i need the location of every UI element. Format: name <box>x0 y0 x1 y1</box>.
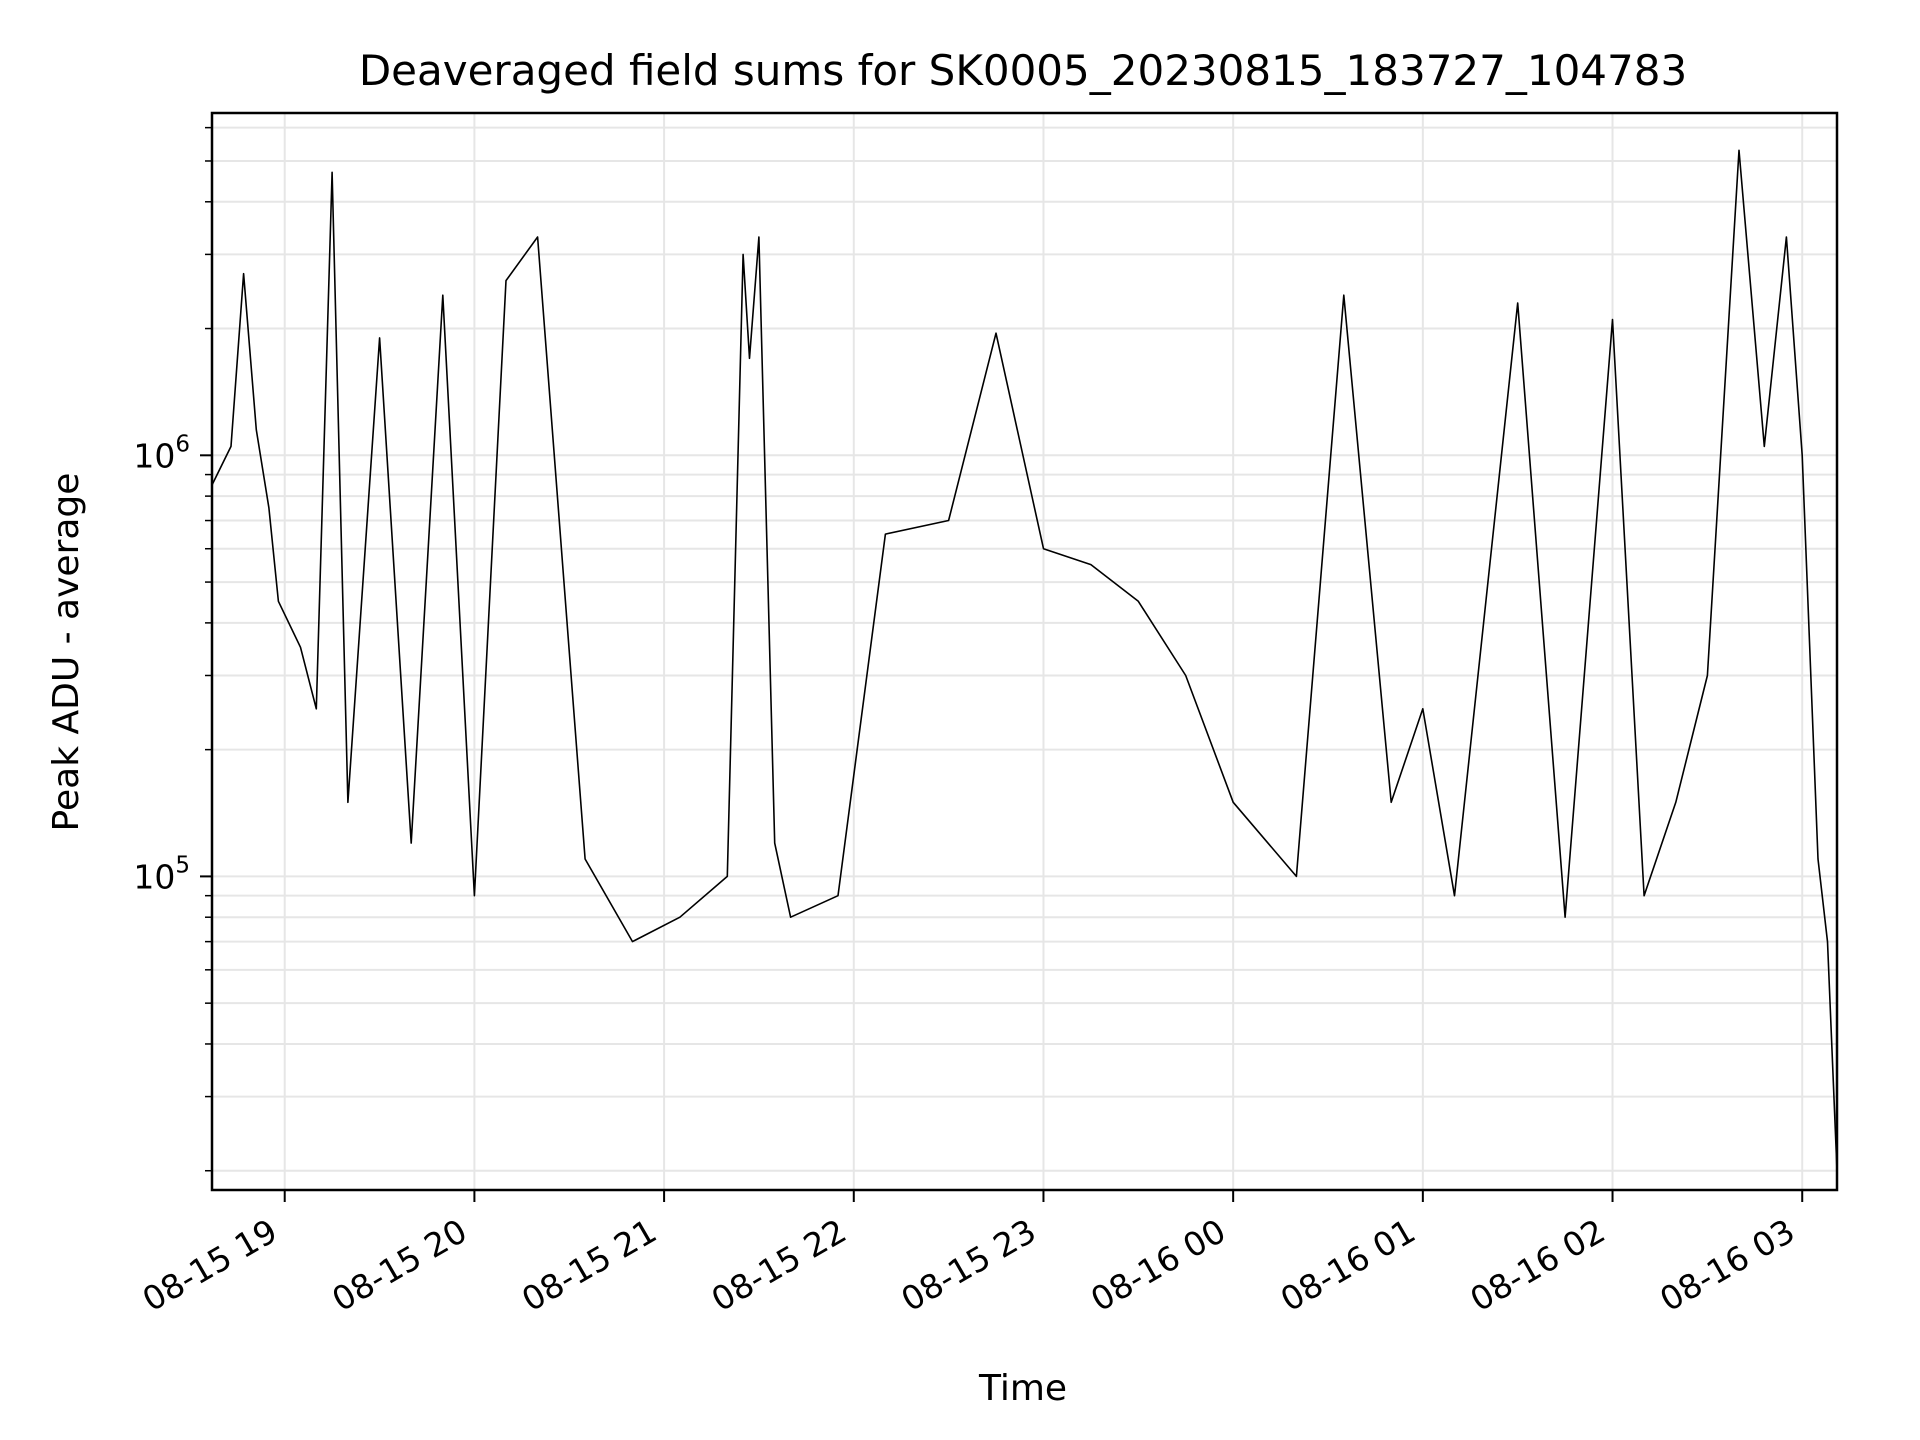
series-group <box>211 149 1838 1171</box>
y-tick-base: 10 <box>133 436 175 475</box>
series-line <box>211 149 1838 1171</box>
plot-frame <box>210 111 1839 1192</box>
grid <box>212 113 1837 1190</box>
chart-title: Deaveraged field sums for SK0005_2023081… <box>359 46 1687 95</box>
y-tick-exponent: 6 <box>175 431 190 457</box>
y-tick-exponent: 5 <box>175 852 190 878</box>
y-axis-label: Peak ADU - average <box>46 473 87 832</box>
x-axis-label: Time <box>978 1368 1067 1409</box>
y-tick-label: 105 <box>133 852 190 896</box>
y-tick-base: 10 <box>133 857 175 896</box>
y-tick-label: 106 <box>133 431 190 475</box>
